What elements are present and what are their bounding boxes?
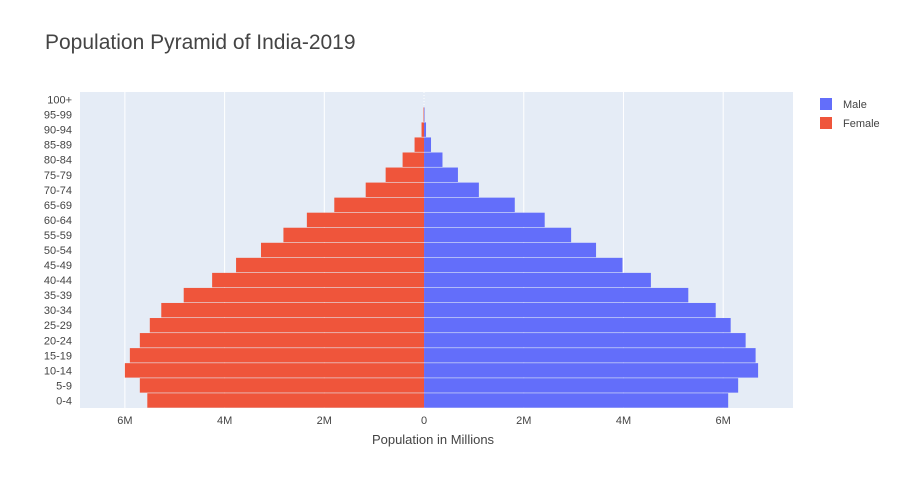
y-tick-label: 100+ — [47, 95, 72, 107]
legend-swatch — [820, 98, 832, 110]
bar-female-60-64[interactable] — [306, 212, 425, 228]
bar-male-60-64[interactable] — [424, 212, 545, 228]
bar-female-85-89[interactable] — [414, 137, 425, 152]
y-tick-label: 55-59 — [44, 230, 72, 242]
bar-female-55-59[interactable] — [283, 227, 425, 243]
bar-male-0-4[interactable] — [424, 393, 729, 408]
bar-male-15-19[interactable] — [424, 348, 756, 363]
x-tick-label: 2M — [516, 415, 531, 427]
x-axis-ticks: 6M 4M 2M 0 2M 4M 6M — [117, 415, 731, 427]
bar-female-80-84[interactable] — [402, 152, 425, 167]
bar-female-75-79[interactable] — [385, 167, 425, 182]
legend-item-male[interactable]: Male — [820, 98, 867, 111]
y-tick-label: 85-89 — [44, 140, 72, 152]
bar-male-85-89[interactable] — [424, 137, 432, 152]
y-tick-label: 20-24 — [44, 335, 72, 347]
x-tick-label: 4M — [217, 415, 232, 427]
legend-item-female[interactable]: Female — [820, 117, 880, 130]
bar-female-0-4[interactable] — [147, 393, 425, 408]
bar-female-40-44[interactable] — [212, 272, 425, 288]
legend-label: Male — [843, 99, 867, 111]
bars — [124, 107, 759, 408]
x-axis-title: Population in Millions — [372, 432, 495, 447]
y-tick-label: 25-29 — [44, 320, 72, 332]
legend-swatch — [820, 117, 832, 129]
bar-male-35-39[interactable] — [424, 287, 689, 303]
y-tick-label: 60-64 — [44, 215, 72, 227]
bar-male-90-94[interactable] — [424, 122, 427, 137]
chart-title: Population Pyramid of India-2019 — [45, 31, 356, 54]
y-tick-label: 0-4 — [56, 395, 72, 407]
y-tick-label: 45-49 — [44, 260, 72, 272]
bar-female-90-94[interactable] — [421, 122, 425, 137]
x-tick-label: 2M — [317, 415, 332, 427]
bar-male-55-59[interactable] — [424, 227, 572, 243]
bar-male-80-84[interactable] — [424, 152, 443, 167]
bar-female-70-74[interactable] — [365, 182, 425, 198]
y-tick-label: 80-84 — [44, 155, 72, 167]
x-tick-label: 6M — [117, 415, 132, 427]
y-tick-label: 50-54 — [44, 245, 72, 257]
bar-female-15-19[interactable] — [129, 348, 425, 363]
y-tick-label: 5-9 — [56, 380, 72, 392]
x-tick-label: 4M — [616, 415, 631, 427]
bar-female-50-54[interactable] — [260, 242, 425, 258]
y-tick-label: 35-39 — [44, 290, 72, 302]
bar-female-45-49[interactable] — [236, 257, 425, 273]
y-tick-label: 65-69 — [44, 200, 72, 212]
bar-male-75-79[interactable] — [424, 167, 458, 182]
bar-female-35-39[interactable] — [183, 287, 425, 303]
legend-label: Female — [843, 118, 880, 130]
y-tick-label: 15-19 — [44, 350, 72, 362]
y-tick-label: 95-99 — [44, 110, 72, 122]
bar-male-5-9[interactable] — [424, 378, 739, 393]
y-tick-label: 70-74 — [44, 185, 72, 197]
bar-male-20-24[interactable] — [424, 333, 746, 348]
bar-male-45-49[interactable] — [424, 257, 623, 273]
bar-female-30-34[interactable] — [161, 302, 425, 318]
y-tick-label: 75-79 — [44, 170, 72, 182]
y-tick-label: 40-44 — [44, 275, 72, 287]
bar-male-65-69[interactable] — [424, 197, 515, 213]
x-tick-label: 0 — [421, 415, 427, 427]
bar-female-20-24[interactable] — [139, 333, 425, 348]
bar-male-70-74[interactable] — [424, 182, 479, 198]
bar-male-40-44[interactable] — [424, 272, 651, 288]
bar-female-25-29[interactable] — [149, 318, 425, 333]
x-tick-label: 6M — [716, 415, 731, 427]
y-tick-label: 10-14 — [44, 365, 72, 377]
bar-male-50-54[interactable] — [424, 242, 597, 258]
bar-female-5-9[interactable] — [139, 378, 425, 393]
bar-male-30-34[interactable] — [424, 302, 716, 318]
bar-female-10-14[interactable] — [124, 363, 425, 378]
y-axis-ticks: 0-4 5-9 10-14 15-19 20-24 25-29 30-34 35-39 40-4… — [44, 95, 72, 408]
y-tick-label: 90-94 — [44, 125, 72, 137]
legend[interactable]: Male Female — [820, 98, 880, 130]
bar-female-65-69[interactable] — [334, 197, 425, 213]
bar-male-25-29[interactable] — [424, 318, 731, 333]
y-tick-label: 30-34 — [44, 305, 72, 317]
bar-male-10-14[interactable] — [424, 363, 759, 378]
